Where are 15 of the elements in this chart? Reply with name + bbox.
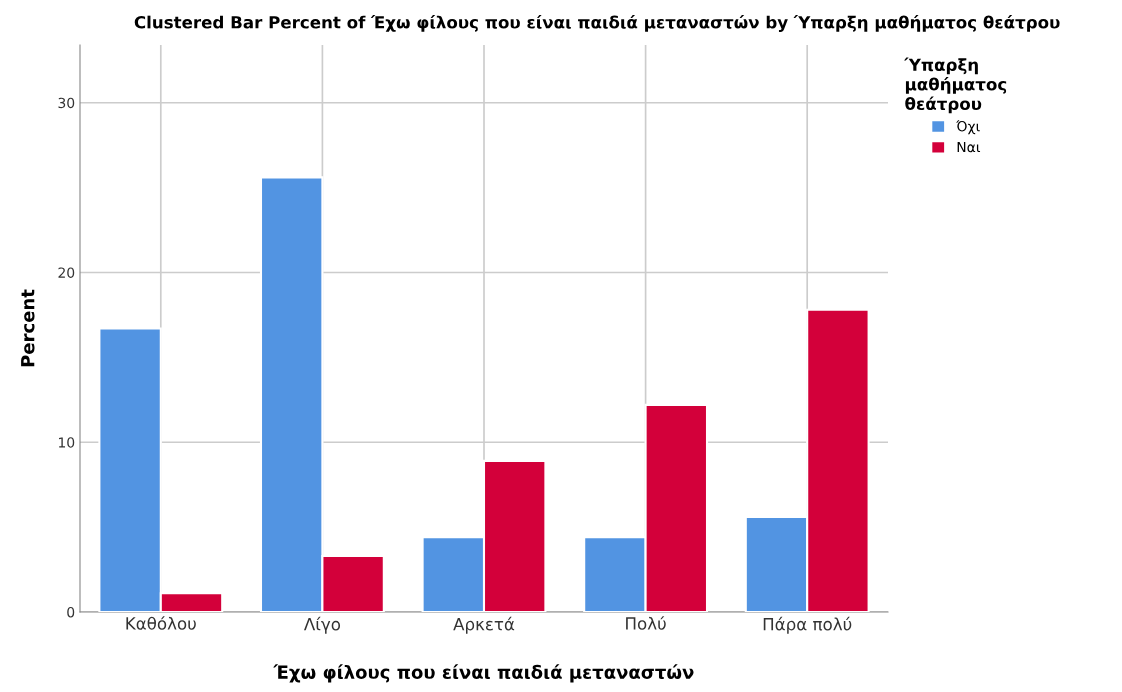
- y-tick-label: 0: [67, 606, 75, 618]
- x-tick-label: Λίγο: [303, 616, 341, 634]
- y-tick-label: 10: [58, 437, 75, 448]
- y-tick-label: 20: [58, 267, 75, 278]
- legend-title: Ύπαρξη μαθήματος θεάτρου: [904, 57, 1007, 114]
- x-axis-title: Έχω φίλους που είναι παιδιά μεταναστών: [273, 664, 694, 683]
- legend-label: Ναι: [957, 141, 981, 153]
- y-tick-label: 30: [58, 97, 75, 109]
- legend-label: Όχι: [956, 120, 980, 135]
- y-axis-title: Percent: [21, 289, 35, 367]
- chart-title: Clustered Bar Percent of Έχω φίλους που είναι παιδιά μεταναστών by Ύπαρξη μαθήματος θεάτρου: [134, 15, 1060, 32]
- x-tick-label: Αρκετά: [453, 616, 515, 634]
- x-tick-label: Πολύ: [626, 616, 666, 630]
- x-tick-label: Καθόλου: [126, 616, 196, 630]
- x-tick-label: Πάρα πολύ: [763, 616, 852, 634]
